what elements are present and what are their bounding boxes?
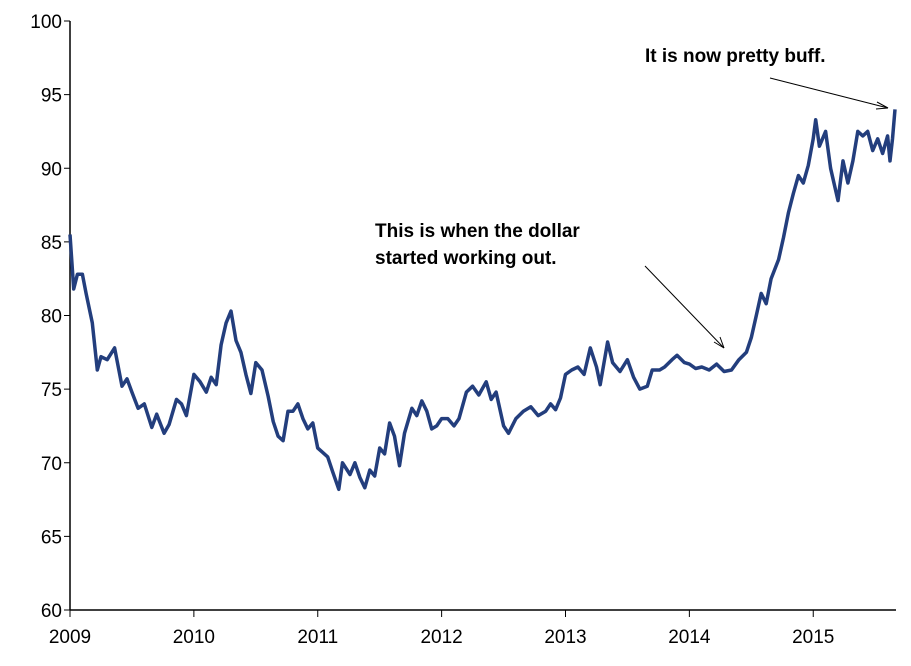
annotation-arrow xyxy=(644,265,725,349)
annotation: It is now pretty buff. xyxy=(645,46,826,67)
y-tick-label: 100 xyxy=(30,12,62,33)
y-tick-label: 65 xyxy=(41,527,62,548)
y-tick-label: 90 xyxy=(41,159,62,180)
y-tick-label: 75 xyxy=(41,380,62,401)
y-tick-label: 95 xyxy=(41,86,62,107)
x-tick-label: 2013 xyxy=(544,627,586,648)
annotation-arrow xyxy=(769,77,889,109)
y-tick-label: 85 xyxy=(41,233,62,254)
data-line xyxy=(68,109,897,492)
annotation: started working out. xyxy=(375,248,557,269)
x-tick-label: 2014 xyxy=(668,627,711,648)
x-tick-label: 2011 xyxy=(297,627,338,648)
y-tick-label: 70 xyxy=(41,454,62,475)
x-tick-label: 2015 xyxy=(792,627,834,648)
y-tick-label: 60 xyxy=(41,601,62,622)
annotation: This is when the dollar xyxy=(375,221,580,242)
x-tick-label: 2010 xyxy=(173,627,215,648)
y-tick-label: 80 xyxy=(41,307,62,328)
x-tick-label: 2009 xyxy=(49,627,91,648)
arrow-head xyxy=(875,101,889,110)
arrow-head xyxy=(713,336,725,349)
x-tick-label: 2012 xyxy=(420,627,462,648)
